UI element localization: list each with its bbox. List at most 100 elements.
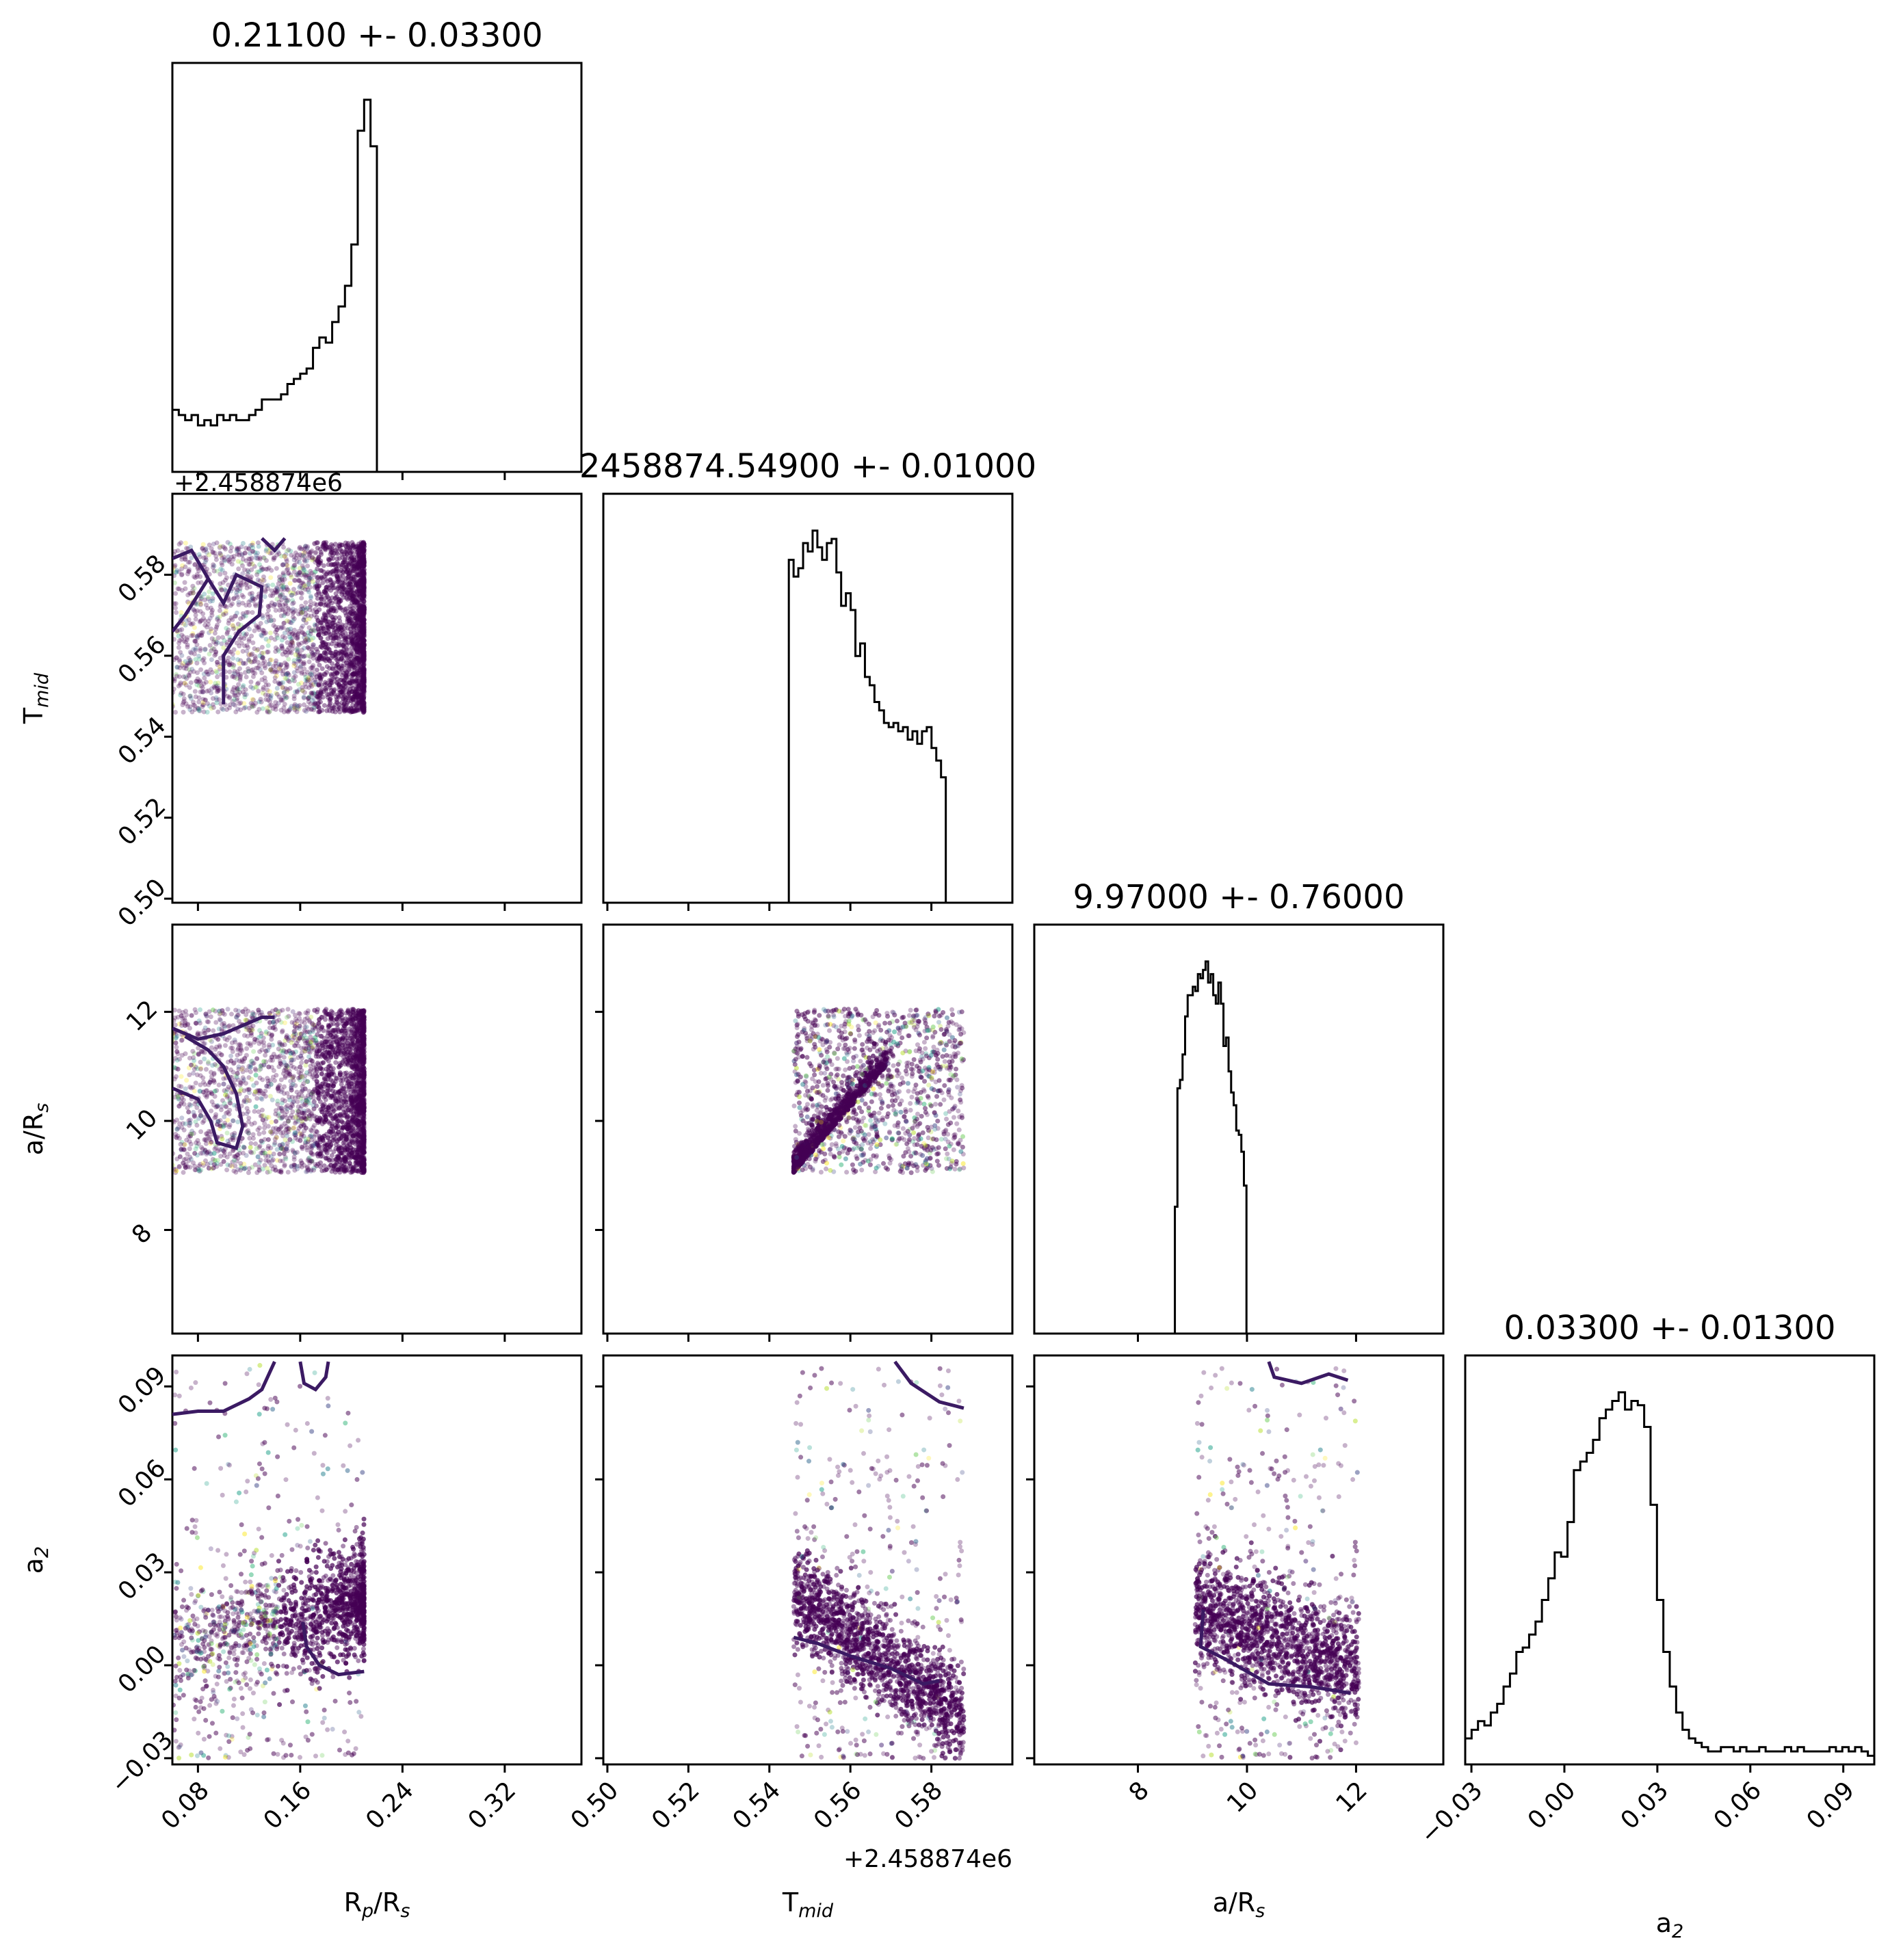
scatter-point: [319, 708, 325, 713]
scatter-point: [349, 706, 354, 712]
scatter-point: [298, 665, 303, 670]
scatter-point: [287, 685, 293, 691]
scatter-point: [329, 650, 334, 656]
scatter-point: [317, 696, 323, 701]
scatter-point: [283, 696, 289, 701]
scatter-point: [302, 550, 308, 555]
scatter-point: [348, 657, 354, 662]
scatter-point: [361, 547, 367, 553]
scatter-point: [360, 540, 366, 545]
scatter-point: [237, 588, 242, 594]
scatter-point: [317, 607, 322, 612]
scatter-point: [352, 667, 357, 673]
scatter-point: [349, 660, 354, 665]
scatter-point: [217, 608, 222, 613]
scatter-point: [338, 693, 343, 699]
scatter-point: [285, 618, 290, 624]
scatter-point: [359, 579, 365, 585]
scatter-point: [360, 696, 365, 702]
scatter-point: [228, 548, 233, 554]
scatter-point: [333, 649, 339, 654]
scatter-point: [295, 646, 300, 651]
scatter-point: [325, 584, 330, 590]
scatter-point: [338, 605, 343, 610]
scatter-point: [240, 540, 246, 546]
scatter-point: [349, 673, 354, 678]
scatter-point: [334, 665, 339, 671]
scatter-point: [250, 697, 255, 702]
scatter-point: [360, 549, 366, 555]
scatter-point: [198, 1129, 204, 1135]
scatter-point: [272, 670, 278, 675]
scatter-point: [291, 569, 297, 574]
scatter-point: [295, 635, 300, 640]
scatter-point: [358, 702, 363, 707]
scatter-point: [354, 707, 359, 713]
scatter-point: [203, 557, 209, 563]
scatter-point: [211, 639, 216, 645]
scatter-point: [239, 635, 244, 640]
scatter-point: [254, 710, 260, 715]
scatter-point: [361, 585, 367, 590]
scatter-point: [343, 651, 349, 657]
scatter-point: [279, 644, 285, 649]
scatter-point: [291, 587, 296, 592]
scatter-point: [218, 585, 223, 591]
scatter-point: [280, 645, 285, 650]
scatter-point: [251, 1049, 257, 1055]
scatter-point: [268, 635, 274, 641]
scatter-point: [351, 707, 356, 713]
scatter-point: [337, 606, 343, 611]
scatter-point: [215, 683, 220, 689]
scatter-point: [330, 665, 335, 671]
scatter-point: [341, 678, 346, 684]
scatter-point: [237, 676, 243, 681]
scatter-point: [239, 583, 245, 588]
scatter-point: [276, 602, 282, 608]
scatter-point: [343, 587, 348, 593]
scatter-point: [361, 593, 367, 598]
scatter-point: [288, 626, 293, 632]
scatter-point: [356, 696, 362, 702]
scatter-point: [248, 543, 253, 548]
scatter-point: [349, 689, 354, 695]
scatter-point: [224, 605, 229, 610]
scatter-point: [188, 591, 194, 596]
scatter-point: [352, 599, 357, 605]
scatter-point: [278, 681, 283, 687]
scatter-point: [254, 572, 260, 577]
scatter-point: [361, 680, 367, 686]
scatter-point: [235, 587, 240, 593]
scatter-point: [360, 653, 365, 659]
scatter-point: [361, 652, 367, 657]
scatter-point: [335, 585, 341, 591]
scatter-point: [348, 554, 354, 559]
scatter-point: [361, 593, 367, 598]
scatter-point: [360, 667, 365, 673]
scatter-point: [352, 672, 358, 677]
scatter-point: [352, 602, 357, 608]
scatter-point: [200, 685, 205, 691]
scatter-point: [357, 694, 363, 700]
scatter-point: [236, 552, 241, 557]
scatter-point: [334, 697, 339, 702]
scatter-point: [360, 613, 365, 618]
scatter-point: [196, 699, 202, 704]
scatter-point: [312, 700, 317, 705]
scatter-point: [306, 555, 312, 560]
scatter-point: [358, 693, 364, 699]
scatter-point: [205, 605, 211, 611]
scatter-point: [192, 574, 197, 579]
scatter-point: [361, 678, 367, 684]
scatter-point: [335, 706, 341, 712]
scatter-point: [311, 1099, 317, 1104]
scatter-point: [319, 691, 324, 696]
scatter-point: [361, 683, 367, 689]
scatter-point: [239, 560, 244, 566]
scatter-point: [286, 626, 291, 632]
scatter-point: [352, 574, 357, 579]
scatter-point: [360, 651, 366, 657]
scatter-point: [299, 648, 304, 653]
scatter-point: [292, 633, 298, 638]
